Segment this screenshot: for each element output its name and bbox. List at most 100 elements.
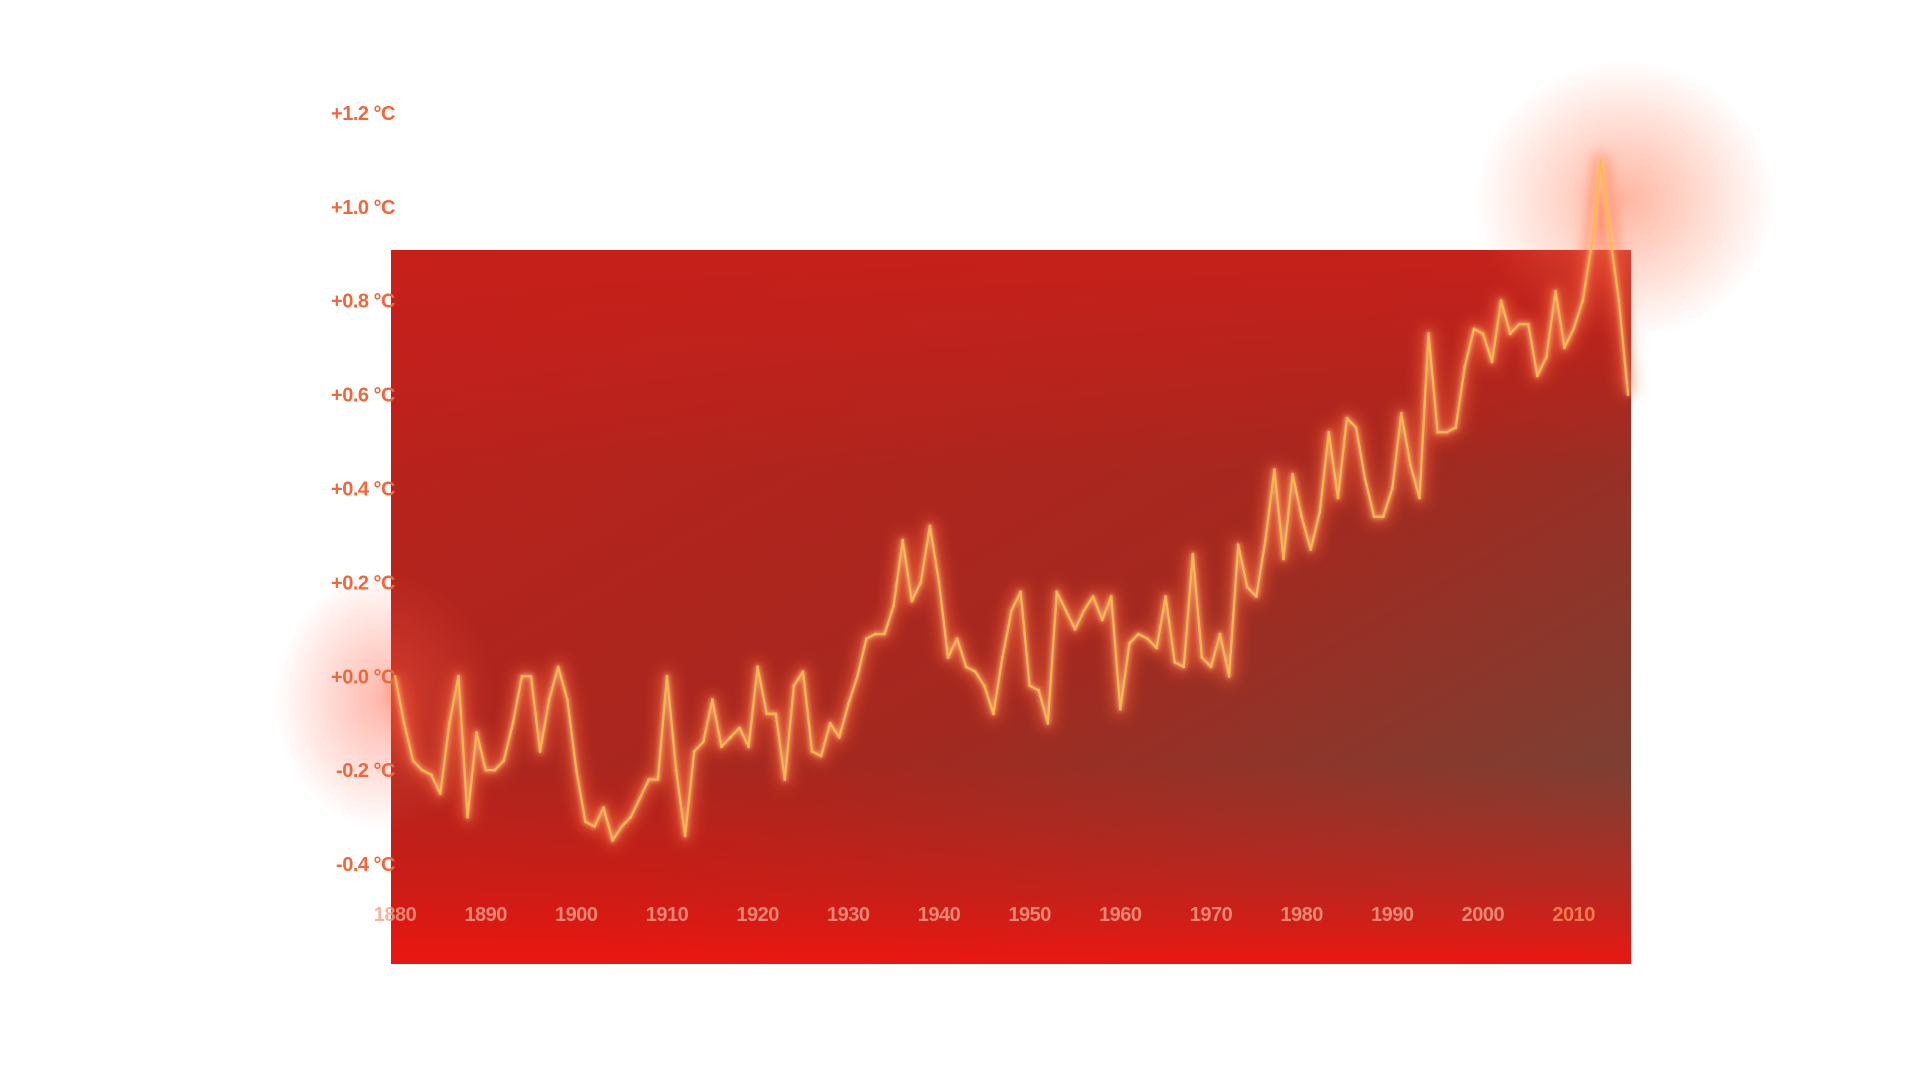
peak-glow xyxy=(1475,60,1775,340)
data-point xyxy=(1545,355,1548,359)
data-point xyxy=(1554,290,1557,293)
data-point xyxy=(1164,595,1167,598)
data-point xyxy=(1010,609,1013,612)
data-point xyxy=(1372,515,1376,519)
data-point xyxy=(1282,557,1285,561)
data-point xyxy=(1399,412,1403,415)
data-point xyxy=(547,698,551,702)
data-point xyxy=(1173,660,1177,664)
data-point xyxy=(1128,642,1131,645)
y-tick-label: +0.2 °C xyxy=(331,572,395,594)
data-point xyxy=(538,750,542,753)
data-point xyxy=(1626,393,1630,396)
data-point xyxy=(1581,299,1585,303)
data-point xyxy=(729,735,732,739)
data-point xyxy=(783,778,787,781)
data-point xyxy=(955,637,959,641)
data-point xyxy=(1245,585,1249,589)
data-point xyxy=(856,674,859,678)
data-point xyxy=(1363,477,1367,481)
data-point xyxy=(1445,430,1449,434)
data-point xyxy=(1309,548,1313,551)
x-tick-label: 1920 xyxy=(736,904,779,926)
data-point xyxy=(611,839,614,842)
data-point xyxy=(982,684,986,687)
data-point xyxy=(1064,609,1068,612)
data-point xyxy=(964,665,968,669)
data-point xyxy=(1427,332,1430,335)
data-point xyxy=(1254,595,1258,598)
data-point xyxy=(656,778,660,781)
data-point xyxy=(574,768,578,772)
data-point xyxy=(1109,595,1113,598)
data-point xyxy=(475,731,478,734)
data-point xyxy=(883,632,886,636)
data-point xyxy=(973,670,977,673)
data-point xyxy=(801,670,805,673)
data-point xyxy=(1345,416,1349,420)
data-point xyxy=(1454,426,1458,429)
data-point xyxy=(910,599,914,603)
data-point xyxy=(393,674,397,678)
data-point xyxy=(484,768,488,772)
data-point xyxy=(892,604,895,608)
data-point xyxy=(1037,688,1041,692)
data-point xyxy=(1209,665,1213,669)
data-point xyxy=(448,721,451,725)
data-point xyxy=(1318,510,1322,514)
data-point xyxy=(1336,496,1340,500)
data-point xyxy=(647,778,651,781)
data-point xyxy=(1082,609,1086,612)
data-point xyxy=(1508,332,1512,335)
data-point xyxy=(692,750,696,753)
data-point xyxy=(792,684,796,687)
x-tick-label: 1960 xyxy=(1099,904,1142,926)
data-point xyxy=(738,726,741,730)
data-point xyxy=(874,632,877,636)
data-point xyxy=(1200,656,1204,659)
data-point xyxy=(629,815,633,819)
data-point xyxy=(438,792,442,795)
data-point xyxy=(720,745,723,749)
data-point xyxy=(701,740,705,744)
y-tick-label: +0.0 °C xyxy=(331,666,395,688)
data-point xyxy=(1236,543,1240,547)
data-point xyxy=(1100,618,1104,622)
data-point xyxy=(828,721,832,725)
data-point xyxy=(511,721,515,725)
y-tick-label: +1.0 °C xyxy=(331,197,395,219)
data-point xyxy=(1001,656,1004,659)
data-point xyxy=(429,773,433,777)
data-point xyxy=(1264,538,1267,542)
data-point xyxy=(674,768,678,772)
data-point xyxy=(1381,515,1385,519)
data-point xyxy=(1499,299,1503,303)
data-point xyxy=(1563,346,1566,350)
panel-bottom-shade xyxy=(391,764,1631,964)
x-tick-label: 2000 xyxy=(1462,904,1505,926)
data-point xyxy=(620,825,624,828)
data-point xyxy=(457,674,460,678)
x-tick-label: 1900 xyxy=(555,904,598,926)
data-point xyxy=(411,759,415,763)
data-point xyxy=(1028,684,1031,687)
data-point xyxy=(1608,233,1612,237)
data-point xyxy=(756,665,759,669)
data-point xyxy=(683,834,687,838)
data-point xyxy=(1137,632,1140,636)
data-point xyxy=(1019,590,1022,594)
data-point xyxy=(747,745,750,749)
y-tick-label: -0.4 °C xyxy=(336,854,395,876)
data-point xyxy=(810,750,814,753)
data-point xyxy=(865,637,868,641)
data-point xyxy=(774,712,778,716)
x-tick-label: 1930 xyxy=(827,904,870,926)
y-tick-label: +0.4 °C xyxy=(331,479,395,501)
data-point xyxy=(665,674,669,678)
data-point xyxy=(556,665,560,669)
x-tick-label: 1890 xyxy=(464,904,507,926)
data-point xyxy=(1481,332,1485,335)
data-point xyxy=(1227,674,1231,678)
data-point xyxy=(1300,515,1303,519)
